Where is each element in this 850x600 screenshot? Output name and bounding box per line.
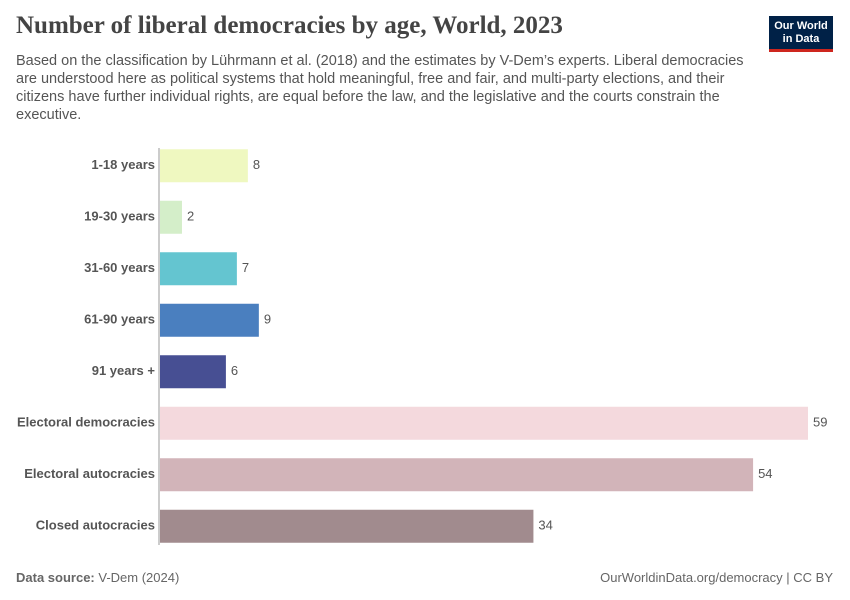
value-label: 59 bbox=[813, 415, 827, 430]
bar bbox=[160, 458, 754, 492]
value-label: 2 bbox=[187, 209, 194, 224]
source-text: V-Dem (2024) bbox=[98, 570, 180, 585]
logo-line: Our World bbox=[774, 20, 828, 32]
source: Data source: V-Dem (2024) bbox=[16, 570, 179, 585]
value-label: 6 bbox=[231, 363, 238, 378]
logo-line: in Data bbox=[782, 33, 820, 45]
value-label: 34 bbox=[538, 518, 552, 533]
chart-subtitle: Based on the classification by Lührmann … bbox=[16, 53, 744, 123]
chart-title: Number of liberal democracies by age, Wo… bbox=[16, 12, 563, 39]
value-label: 8 bbox=[253, 157, 260, 172]
y-tick-label: 19-30 years bbox=[84, 209, 155, 224]
bar bbox=[160, 355, 226, 389]
value-label: 54 bbox=[758, 466, 772, 481]
y-tick-label: 1-18 years bbox=[91, 157, 155, 172]
bar bbox=[160, 252, 237, 286]
y-tick-label: 61-90 years bbox=[84, 312, 155, 327]
bar bbox=[160, 149, 248, 183]
value-label: 9 bbox=[264, 312, 271, 327]
bar bbox=[160, 303, 259, 337]
y-tick-label: Closed autocracies bbox=[36, 518, 155, 533]
y-tick-label: 91 years + bbox=[92, 363, 156, 378]
y-tick-label: Electoral democracies bbox=[17, 415, 155, 430]
bar bbox=[160, 406, 808, 440]
logo[interactable]: Our World in Data bbox=[769, 16, 833, 52]
y-tick-label: Electoral autocracies bbox=[24, 466, 155, 481]
y-tick-label: 31-60 years bbox=[84, 260, 155, 275]
value-label: 7 bbox=[242, 260, 249, 275]
bar bbox=[160, 200, 182, 234]
source-label: Data source: bbox=[16, 570, 95, 585]
url[interactable]: OurWorldinData.org/democracy | CC BY bbox=[600, 570, 833, 585]
bar bbox=[160, 509, 534, 543]
